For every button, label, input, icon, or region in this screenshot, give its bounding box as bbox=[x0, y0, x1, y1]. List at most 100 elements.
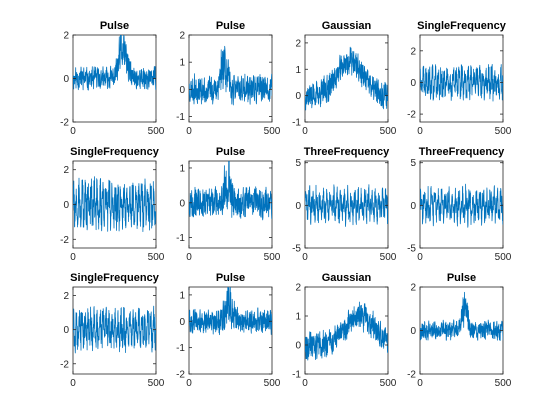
x-tick-label: 0 bbox=[302, 252, 308, 263]
y-tick-label: 2 bbox=[63, 291, 69, 302]
subplot-title: Pulse bbox=[216, 146, 245, 158]
subplot-title: SingleFrequency bbox=[70, 272, 160, 284]
y-tick-label: -2 bbox=[176, 370, 185, 381]
y-tick-label: -2 bbox=[407, 110, 416, 121]
y-tick-label: 0 bbox=[179, 198, 185, 209]
y-tick-label: 0 bbox=[295, 91, 301, 102]
x-tick-label: 500 bbox=[264, 252, 281, 263]
subplot-title: Pulse bbox=[216, 20, 245, 32]
y-tick-label: -2 bbox=[60, 118, 69, 129]
y-tick-label: 2 bbox=[295, 283, 301, 294]
y-tick-label: 0 bbox=[295, 201, 301, 212]
y-tick-label: 0 bbox=[179, 85, 185, 96]
subplot-title: ThreeFrequency bbox=[304, 146, 390, 158]
signal-line bbox=[305, 46, 388, 111]
subplot-title: Pulse bbox=[100, 20, 129, 32]
y-tick-label: -1 bbox=[176, 233, 185, 244]
x-tick-label: 0 bbox=[70, 126, 76, 137]
y-tick-label: 2 bbox=[179, 31, 185, 42]
y-tick-label: 2 bbox=[410, 46, 416, 57]
signal-line bbox=[73, 35, 156, 91]
x-tick-label: 500 bbox=[380, 126, 397, 137]
y-tick-label: 1 bbox=[179, 163, 185, 174]
y-tick-label: 1 bbox=[295, 65, 301, 76]
y-tick-label: 2 bbox=[63, 165, 69, 176]
x-tick-label: 0 bbox=[302, 126, 308, 137]
y-tick-label: -2 bbox=[407, 370, 416, 381]
x-tick-label: 0 bbox=[417, 126, 423, 137]
x-tick-label: 500 bbox=[264, 378, 281, 389]
y-tick-label: -1 bbox=[176, 112, 185, 123]
subplot-title: ThreeFrequency bbox=[419, 146, 505, 158]
signal-line bbox=[305, 184, 388, 227]
axes-frame bbox=[304, 34, 389, 123]
signal-line bbox=[420, 291, 503, 341]
y-tick-label: 1 bbox=[179, 290, 185, 301]
y-tick-label: -1 bbox=[176, 343, 185, 354]
signal-line bbox=[73, 176, 156, 233]
x-tick-label: 500 bbox=[380, 378, 397, 389]
y-tick-label: -2 bbox=[60, 235, 69, 246]
subplot-title: Pulse bbox=[216, 272, 245, 284]
subplot-title: Pulse bbox=[447, 272, 476, 284]
x-tick-label: 0 bbox=[302, 378, 308, 389]
y-tick-label: 1 bbox=[295, 312, 301, 323]
x-tick-label: 0 bbox=[70, 378, 76, 389]
y-tick-label: -5 bbox=[292, 244, 301, 255]
y-tick-label: 0 bbox=[63, 74, 69, 85]
x-tick-label: 0 bbox=[417, 252, 423, 263]
x-tick-label: 0 bbox=[186, 378, 192, 389]
y-tick-label: 5 bbox=[410, 158, 416, 169]
subplot-title: Gaussian bbox=[322, 20, 372, 32]
x-tick-label: 0 bbox=[417, 378, 423, 389]
subplot-title: Gaussian bbox=[322, 272, 372, 284]
x-tick-label: 500 bbox=[380, 252, 397, 263]
x-tick-label: 500 bbox=[264, 126, 281, 137]
y-tick-label: -1 bbox=[292, 118, 301, 129]
x-tick-label: 500 bbox=[495, 126, 512, 137]
y-tick-label: -2 bbox=[60, 359, 69, 370]
y-tick-label: 0 bbox=[179, 317, 185, 328]
y-tick-label: -1 bbox=[292, 370, 301, 381]
x-tick-label: 500 bbox=[148, 252, 165, 263]
subplot-10: Pulse 0 500 -2 -1 0 1 bbox=[176, 272, 281, 389]
signal-line bbox=[305, 301, 388, 361]
signal-line bbox=[189, 45, 272, 106]
x-tick-label: 0 bbox=[70, 252, 76, 263]
x-tick-label: 0 bbox=[186, 126, 192, 137]
y-tick-label: 5 bbox=[295, 158, 301, 169]
subplot-title: SingleFrequency bbox=[417, 20, 507, 32]
y-tick-label: 0 bbox=[410, 78, 416, 89]
y-tick-label: 0 bbox=[63, 200, 69, 211]
y-tick-label: 0 bbox=[63, 325, 69, 336]
y-tick-label: 2 bbox=[295, 38, 301, 49]
x-tick-label: 500 bbox=[148, 126, 165, 137]
y-tick-label: 0 bbox=[295, 341, 301, 352]
signal-line bbox=[420, 64, 503, 102]
signal-line bbox=[189, 287, 272, 336]
y-tick-label: 2 bbox=[410, 283, 416, 294]
signal-line bbox=[189, 161, 272, 221]
x-tick-label: 0 bbox=[186, 252, 192, 263]
y-tick-label: 1 bbox=[179, 58, 185, 69]
y-tick-label: -5 bbox=[407, 244, 416, 255]
y-tick-label: 0 bbox=[410, 201, 416, 212]
x-tick-label: 500 bbox=[148, 378, 165, 389]
signal-line bbox=[420, 183, 503, 228]
x-tick-label: 500 bbox=[495, 378, 512, 389]
y-tick-label: 0 bbox=[410, 326, 416, 337]
x-tick-label: 500 bbox=[495, 252, 512, 263]
subplot-title: SingleFrequency bbox=[70, 146, 160, 158]
